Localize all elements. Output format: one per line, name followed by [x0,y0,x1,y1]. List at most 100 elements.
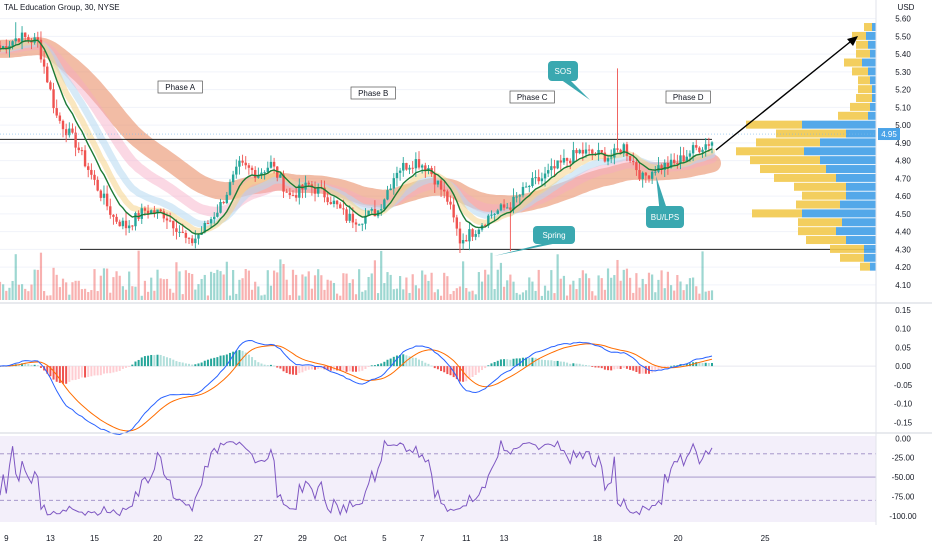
macd-histogram-bar [30,364,33,367]
ma-ribbon [0,38,715,235]
volume-bar [370,273,373,300]
volume-bar [383,283,386,300]
volume-bar [373,260,377,300]
volume-bar [361,291,364,300]
candle-body [213,216,216,220]
macd-histogram-bar [625,366,628,369]
volume-bar [225,261,228,300]
volume-bar [654,292,657,300]
macd-histogram-bar [304,366,307,371]
volume-bar [118,275,121,300]
volume-bar [666,271,669,300]
macd-histogram-bar [216,357,219,367]
volume-profile-bar [804,147,876,156]
volume-bar [301,274,304,300]
volume-bar [342,273,345,300]
macd-histogram-bar [74,366,77,380]
volume-bar [345,273,348,300]
volume-bar [121,286,124,300]
volume-profile-bar [856,49,870,58]
candle-body [339,204,342,209]
macd-axis-tick: 0.00 [895,362,911,371]
macd-histogram-bar [383,361,386,367]
macd-axis-tick: -0.05 [894,381,913,390]
macd-histogram-bar [455,366,458,380]
volume-bar [339,295,342,300]
macd-histogram-bar [200,362,203,367]
macd-histogram-bar [711,362,713,367]
volume-bar [131,286,134,300]
volume-bar [323,289,326,300]
candle-body [102,193,106,198]
volume-bar [477,272,480,300]
volume-bar [493,289,496,300]
candle-body [632,160,635,163]
price-pane[interactable] [0,0,876,300]
candle-body [622,144,625,154]
macd-histogram-bar [670,365,673,367]
macd-histogram-bar [210,358,213,367]
volume-bar [701,251,704,300]
volume-bar [565,295,569,300]
macd-histogram-bar [503,359,506,367]
macd-histogram-bar [128,366,131,367]
price-axis-tick: 4.60 [895,192,911,201]
candle-body [27,37,30,41]
macd-histogram-bar [348,366,351,372]
volume-bar [263,294,266,300]
volume-bar [704,291,707,300]
time-axis-tick: 5 [382,534,387,543]
volume-profile-bar [806,236,846,245]
candle-body [493,213,496,215]
rsi-axis-tick: 0.00 [895,434,911,443]
candle-body [316,187,320,194]
volume-bar [14,254,17,300]
phase-b-label: Phase B [358,89,388,98]
volume-bar [641,278,644,300]
volume-profile-bar [850,102,870,111]
candle-body [357,224,361,226]
volume-bar [525,290,528,300]
volume-bar [247,270,250,300]
volume-profile-bar [798,218,842,227]
macd-histogram-bar [663,366,666,368]
volume-bar [298,295,301,300]
volume-bar [468,291,471,300]
volume-bar [140,295,143,300]
volume-bar [436,289,440,300]
volume-profile-bar [870,262,876,271]
candle-body [398,170,402,173]
candle-body [335,200,339,205]
candle-body [345,209,348,221]
volume-bar [443,272,446,300]
volume-bar [184,270,187,300]
candle-body [348,213,351,221]
candle-body [521,186,525,196]
candle-body [420,165,424,168]
candle-body [395,172,399,179]
candle-body [14,38,17,42]
price-axis-tick: 4.20 [895,263,911,272]
macd-pane[interactable] [0,339,876,436]
currency-label: USD [898,3,915,12]
candle-body [392,178,396,189]
volume-bar [159,278,162,300]
volume-bar [455,288,458,300]
macd-histogram-bar [443,366,446,373]
sos-label: SOS [555,67,572,76]
volume-bar [528,277,531,300]
rsi-pane[interactable] [0,436,876,522]
volume-profile-bar [868,67,876,76]
volume-bar [181,294,184,300]
macd-histogram-bar [266,365,269,367]
time-axis-tick: 27 [254,534,263,543]
macd-histogram-bar [125,366,128,368]
macd-histogram-bar [213,357,216,367]
volume-profile-bar [736,147,804,156]
macd-histogram-bar [562,361,565,367]
volume-profile-bar [846,182,876,191]
volume-bar [625,268,629,300]
volume-profile-bar [798,227,836,236]
volume-bar [55,274,58,300]
